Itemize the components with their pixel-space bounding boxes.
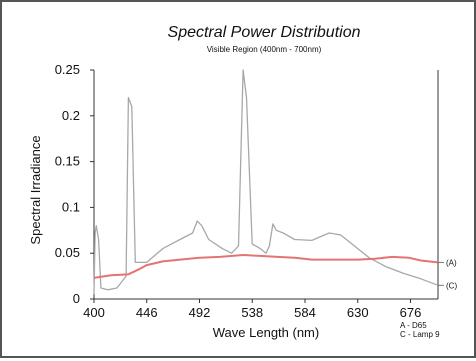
x-tick-label: 492 xyxy=(189,305,211,320)
series-line-c xyxy=(93,69,439,295)
y-tick-label: 0 xyxy=(73,291,80,306)
y-tick-label: 0.15 xyxy=(55,154,80,169)
x-tick-label: 400 xyxy=(83,305,105,320)
chart-axes: 0 0.05 0.1 0.15 0.2 0.25 400 446 492 538 584 630 676 xyxy=(55,62,439,320)
x-tick-label: 584 xyxy=(294,305,316,320)
x-axis-label: Wave Length (nm) xyxy=(213,325,319,340)
series-end-label-c: (C) xyxy=(446,281,457,290)
x-tick-label: 676 xyxy=(400,305,422,320)
legend-entry-c: C - Lamp 9 xyxy=(400,330,440,339)
spectral-chart: Spectral Power Distribution Visible Regi… xyxy=(28,24,457,340)
y-tick-label: 0.1 xyxy=(62,199,80,214)
y-tick-label: 0.2 xyxy=(62,108,80,123)
series-end-label-a: (A) xyxy=(446,258,457,267)
end-labels: (A) (C) xyxy=(438,258,457,290)
series-layer xyxy=(93,69,439,295)
chart-title: Spectral Power Distribution xyxy=(168,24,361,41)
y-axis-label: Spectral Irradiance xyxy=(28,135,43,244)
y-tick-label: 0.05 xyxy=(55,245,80,260)
y-tick-label: 0.25 xyxy=(55,62,80,77)
series-line-a xyxy=(93,254,439,279)
x-tick-label: 630 xyxy=(347,305,369,320)
chart-subtitle: Visible Region (400nm - 700nm) xyxy=(207,45,322,54)
legend-entry-a: A - D65 xyxy=(400,321,427,330)
x-tick-label: 446 xyxy=(136,305,158,320)
x-tick-label: 538 xyxy=(241,305,263,320)
